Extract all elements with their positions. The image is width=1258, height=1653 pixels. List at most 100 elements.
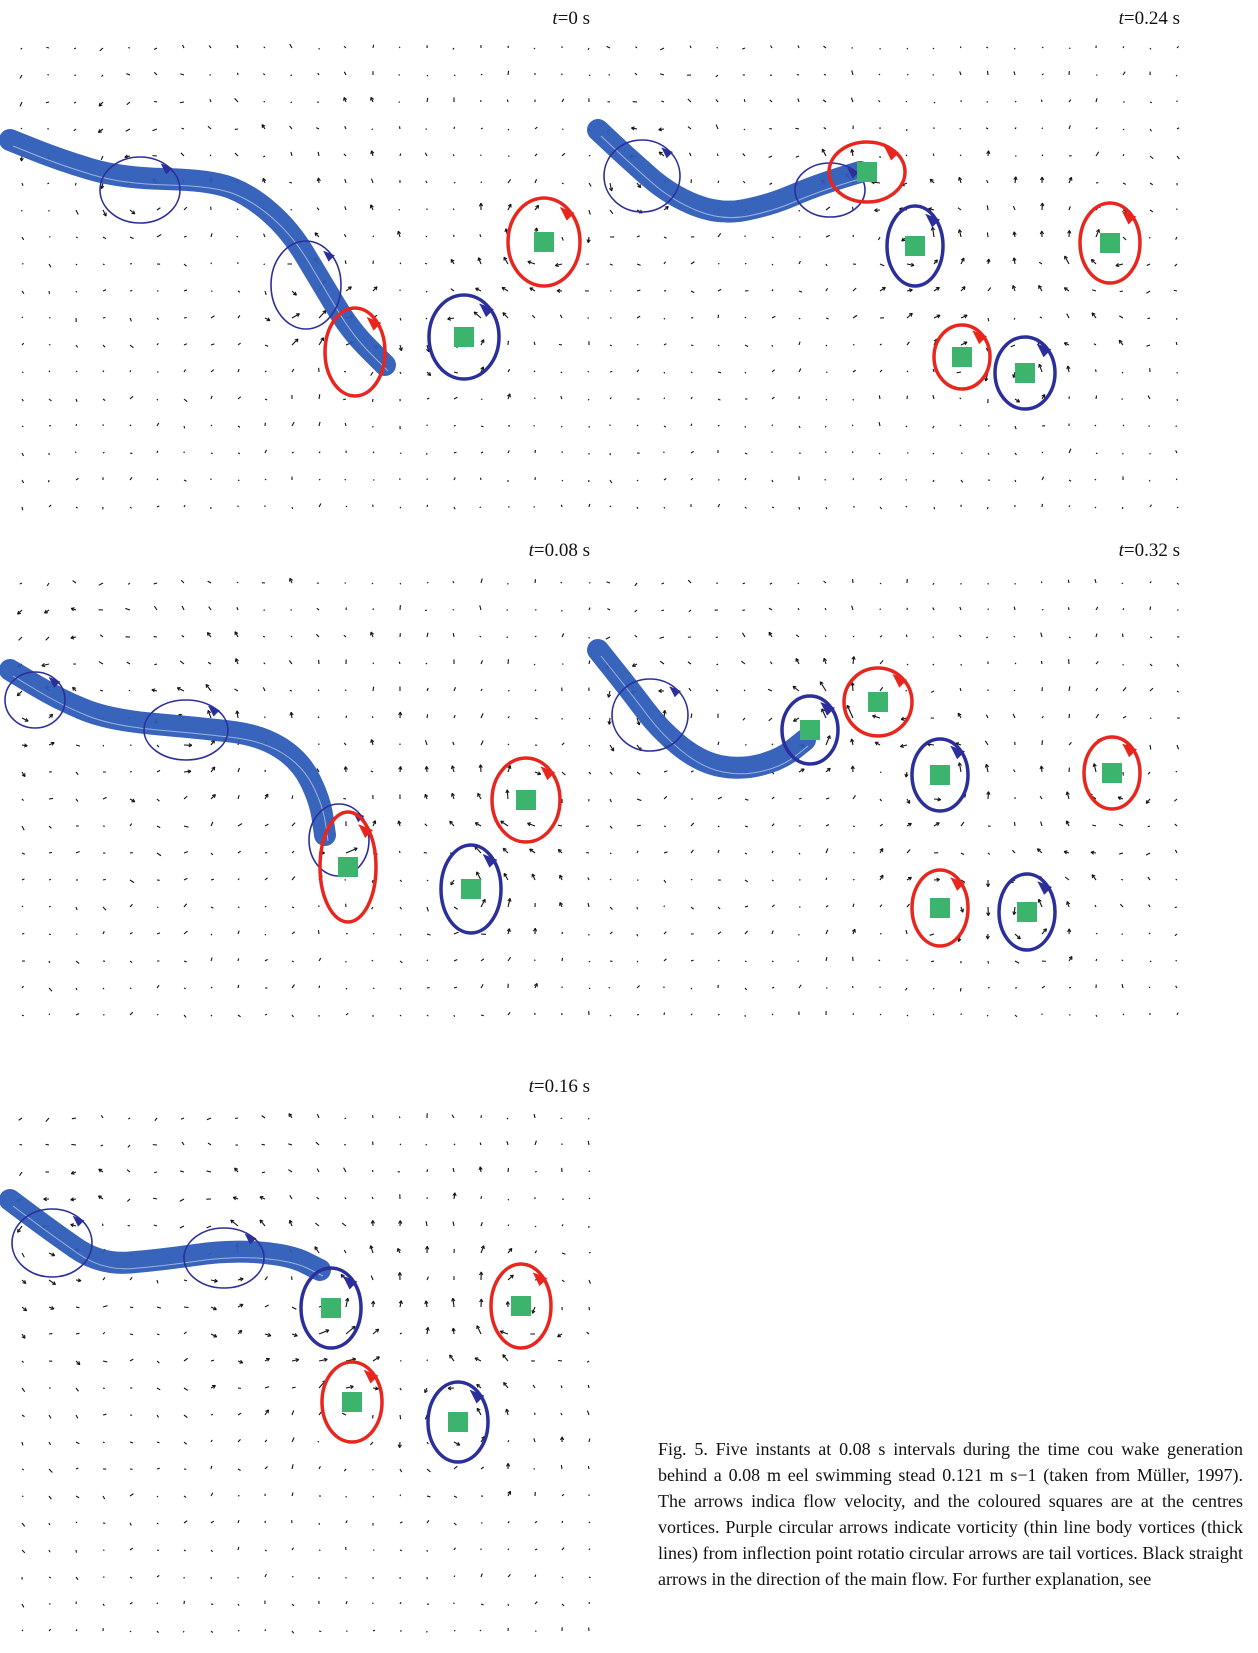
arrow-head	[239, 1359, 244, 1364]
velocity-arrow	[1064, 876, 1070, 881]
velocity-arrow	[716, 46, 719, 49]
velocity-arrow	[102, 344, 106, 348]
arrow-head	[450, 881, 455, 886]
velocity-arrow	[345, 1325, 356, 1335]
velocity-arrow	[1068, 99, 1072, 103]
velocity-arrow	[183, 1441, 188, 1445]
arrow-head	[187, 769, 192, 774]
velocity-arrow	[534, 1520, 538, 1524]
velocity-arrow	[101, 1223, 104, 1227]
velocity-arrow	[987, 791, 990, 800]
arrow-head	[369, 1245, 374, 1250]
arrow-head	[370, 631, 374, 636]
velocity-arrow	[929, 933, 935, 936]
velocity-arrow	[561, 633, 565, 638]
velocity-arrow	[399, 1143, 402, 1146]
arrow-head	[343, 97, 348, 101]
velocity-arrow	[1122, 687, 1127, 692]
arrow-head	[398, 1220, 403, 1224]
velocity-arrow	[181, 605, 185, 611]
arrow-head	[478, 1166, 483, 1171]
velocity-arrow	[210, 794, 216, 800]
velocity-arrow	[588, 209, 591, 215]
vortex-center-square	[930, 898, 950, 918]
velocity-arrow	[291, 931, 296, 935]
velocity-arrow	[399, 317, 402, 321]
velocity-arrow	[825, 317, 829, 320]
arrow-head	[478, 202, 484, 207]
velocity-arrow	[474, 822, 482, 827]
velocity-arrow	[48, 797, 54, 800]
arrow-head	[475, 287, 480, 292]
velocity-arrow	[452, 1167, 455, 1173]
velocity-arrow	[507, 178, 512, 184]
velocity-arrow	[609, 798, 612, 803]
velocity-arrow	[771, 344, 774, 347]
velocity-arrow	[878, 395, 881, 400]
tail-vortex	[1082, 735, 1142, 811]
velocity-arrow	[663, 317, 666, 320]
eel-outline	[12, 675, 329, 842]
velocity-arrow	[237, 1519, 240, 1524]
velocity-arrow	[371, 959, 374, 962]
arrow-head	[476, 1383, 481, 1388]
velocity-arrow	[21, 985, 24, 989]
velocity-arrow	[183, 987, 186, 990]
arrow-head	[51, 1252, 56, 1257]
velocity-arrow	[798, 506, 801, 510]
arrow-head	[50, 1305, 55, 1310]
arrow-head	[658, 151, 663, 156]
velocity-arrow	[210, 262, 213, 265]
velocity-arrow	[237, 396, 242, 400]
velocity-arrow	[879, 478, 883, 481]
velocity-arrow	[154, 1117, 158, 1122]
velocity-arrow	[237, 906, 240, 909]
velocity-arrow	[1175, 478, 1178, 481]
time-value: =0.24 s	[1123, 8, 1180, 29]
arrow-head	[288, 1113, 293, 1118]
velocity-arrow	[825, 957, 828, 962]
velocity-arrow	[635, 46, 638, 49]
velocity-arrow	[767, 688, 773, 692]
arrow-head	[1067, 928, 1072, 933]
arrow-head	[507, 1490, 512, 1495]
velocity-arrow	[744, 316, 747, 319]
velocity-arrow	[75, 1467, 79, 1470]
velocity-arrow	[1175, 236, 1178, 240]
velocity-arrow	[987, 852, 991, 855]
velocity-arrow	[129, 317, 132, 322]
velocity-arrow	[156, 825, 161, 829]
velocity-arrow	[479, 234, 482, 238]
rotation-arrowhead	[160, 163, 173, 175]
velocity-arrow	[207, 1142, 212, 1146]
velocity-arrow	[426, 97, 429, 103]
velocity-arrow	[153, 1224, 158, 1227]
velocity-arrow	[129, 987, 132, 990]
arrow-head	[607, 721, 612, 725]
velocity-arrow	[825, 848, 829, 854]
velocity-arrow	[183, 825, 189, 828]
arrow-head	[1016, 398, 1021, 403]
velocity-arrow	[798, 290, 803, 293]
velocity-arrow	[663, 958, 667, 962]
velocity-arrow	[291, 421, 295, 427]
velocity-arrow	[264, 1276, 269, 1281]
velocity-arrow	[507, 1603, 510, 1606]
velocity-arrow	[1040, 660, 1043, 665]
velocity-arrow	[102, 878, 106, 881]
velocity-arrow	[156, 1630, 159, 1634]
velocity-arrow	[906, 312, 913, 319]
velocity-arrow	[179, 1198, 185, 1202]
arrow-head	[479, 1271, 484, 1276]
velocity-arrow	[317, 716, 320, 719]
velocity-arrow	[609, 505, 612, 508]
velocity-arrow	[237, 958, 240, 962]
velocity-arrow	[344, 478, 347, 481]
velocity-arrow	[690, 290, 695, 294]
velocity-arrow	[99, 47, 104, 52]
velocity-arrow	[345, 1385, 354, 1389]
velocity-arrow	[906, 263, 915, 266]
velocity-arrow	[507, 1548, 510, 1551]
velocity-arrow	[316, 768, 320, 773]
velocity-arrow	[371, 906, 374, 910]
